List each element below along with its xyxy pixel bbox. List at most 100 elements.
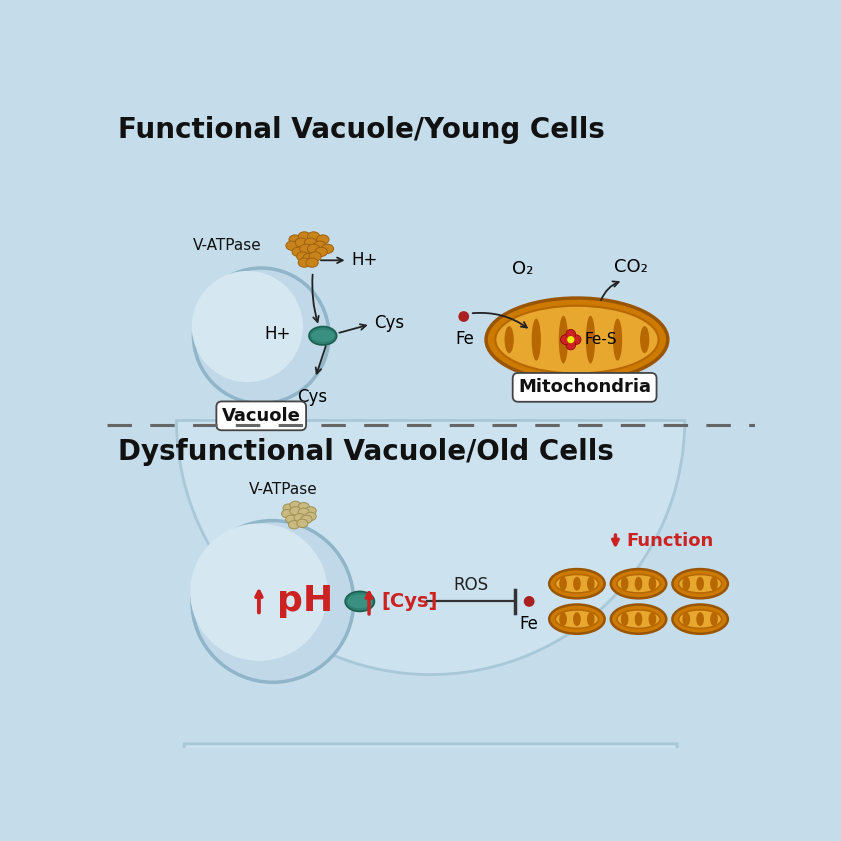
Text: O₂: O₂ xyxy=(512,260,534,278)
Text: Fe: Fe xyxy=(520,616,538,633)
Text: Cys: Cys xyxy=(373,315,404,332)
Ellipse shape xyxy=(555,574,599,593)
Ellipse shape xyxy=(679,574,722,593)
Ellipse shape xyxy=(558,315,568,363)
Ellipse shape xyxy=(299,232,310,241)
Text: pH: pH xyxy=(277,584,333,618)
Ellipse shape xyxy=(314,241,326,251)
Ellipse shape xyxy=(621,612,628,626)
Circle shape xyxy=(566,330,575,339)
Text: CO₂: CO₂ xyxy=(614,258,648,277)
Ellipse shape xyxy=(290,507,301,515)
Ellipse shape xyxy=(345,591,374,611)
Polygon shape xyxy=(177,420,685,674)
Ellipse shape xyxy=(299,244,312,253)
Ellipse shape xyxy=(295,238,308,247)
Ellipse shape xyxy=(617,610,660,628)
Circle shape xyxy=(567,336,575,344)
Ellipse shape xyxy=(315,247,327,257)
Ellipse shape xyxy=(283,504,294,512)
Text: H+: H+ xyxy=(352,251,378,268)
Ellipse shape xyxy=(549,569,605,598)
Circle shape xyxy=(192,271,303,382)
Ellipse shape xyxy=(621,577,628,590)
Circle shape xyxy=(560,335,570,345)
Text: Mitochondria: Mitochondria xyxy=(518,378,651,396)
Ellipse shape xyxy=(673,605,727,634)
Polygon shape xyxy=(184,744,677,841)
Ellipse shape xyxy=(648,612,656,626)
Ellipse shape xyxy=(299,258,310,267)
Text: ROS: ROS xyxy=(453,576,489,594)
Circle shape xyxy=(193,268,329,404)
Ellipse shape xyxy=(299,508,309,516)
Ellipse shape xyxy=(559,577,567,590)
Text: V-ATPase: V-ATPase xyxy=(193,238,262,253)
Ellipse shape xyxy=(573,577,581,590)
Ellipse shape xyxy=(299,503,309,510)
Ellipse shape xyxy=(282,510,293,518)
Text: Functional Vacuole/Young Cells: Functional Vacuole/Young Cells xyxy=(118,116,605,145)
Ellipse shape xyxy=(289,235,301,244)
Ellipse shape xyxy=(306,258,318,267)
Ellipse shape xyxy=(294,514,305,522)
Ellipse shape xyxy=(696,612,704,626)
Ellipse shape xyxy=(613,319,622,361)
Ellipse shape xyxy=(292,247,304,257)
Ellipse shape xyxy=(301,515,312,523)
Ellipse shape xyxy=(305,512,316,521)
Ellipse shape xyxy=(486,298,668,381)
Text: Dysfunctional Vacuole/Old Cells: Dysfunctional Vacuole/Old Cells xyxy=(118,438,614,466)
Ellipse shape xyxy=(635,612,643,626)
Text: [Cys]: [Cys] xyxy=(381,592,437,611)
Ellipse shape xyxy=(297,519,308,527)
Ellipse shape xyxy=(309,326,336,345)
Text: V-ATPase: V-ATPase xyxy=(248,483,317,498)
Text: Fe-S: Fe-S xyxy=(584,332,617,347)
Text: Function: Function xyxy=(627,532,713,550)
Ellipse shape xyxy=(321,244,334,253)
Circle shape xyxy=(566,340,575,350)
Ellipse shape xyxy=(640,326,649,353)
Ellipse shape xyxy=(587,612,595,626)
Ellipse shape xyxy=(308,244,320,253)
Ellipse shape xyxy=(611,605,666,634)
Ellipse shape xyxy=(495,306,659,373)
Circle shape xyxy=(192,521,353,682)
Ellipse shape xyxy=(648,577,656,590)
Text: Fe: Fe xyxy=(456,331,474,348)
Ellipse shape xyxy=(308,232,320,241)
Circle shape xyxy=(190,523,328,661)
Ellipse shape xyxy=(290,501,301,510)
Ellipse shape xyxy=(586,315,595,363)
Ellipse shape xyxy=(673,569,727,598)
Ellipse shape xyxy=(679,610,722,628)
Ellipse shape xyxy=(305,507,316,515)
Text: Vacuole: Vacuole xyxy=(222,407,301,425)
Ellipse shape xyxy=(317,235,329,244)
Ellipse shape xyxy=(309,251,321,261)
Ellipse shape xyxy=(635,577,643,590)
Ellipse shape xyxy=(286,241,299,251)
Ellipse shape xyxy=(710,612,718,626)
Text: H+: H+ xyxy=(264,325,290,343)
Circle shape xyxy=(571,335,581,345)
Ellipse shape xyxy=(286,515,297,523)
Text: Cys: Cys xyxy=(297,389,327,406)
Circle shape xyxy=(524,596,535,607)
Circle shape xyxy=(458,311,469,322)
Ellipse shape xyxy=(288,521,299,529)
Ellipse shape xyxy=(303,253,315,262)
Ellipse shape xyxy=(617,574,660,593)
Ellipse shape xyxy=(611,569,666,598)
Ellipse shape xyxy=(311,330,335,342)
Ellipse shape xyxy=(587,577,595,590)
Ellipse shape xyxy=(304,238,317,247)
Ellipse shape xyxy=(549,605,605,634)
Ellipse shape xyxy=(297,251,309,261)
Ellipse shape xyxy=(555,610,599,628)
Ellipse shape xyxy=(347,595,372,608)
Ellipse shape xyxy=(682,577,690,590)
Ellipse shape xyxy=(532,319,541,361)
Ellipse shape xyxy=(559,612,567,626)
